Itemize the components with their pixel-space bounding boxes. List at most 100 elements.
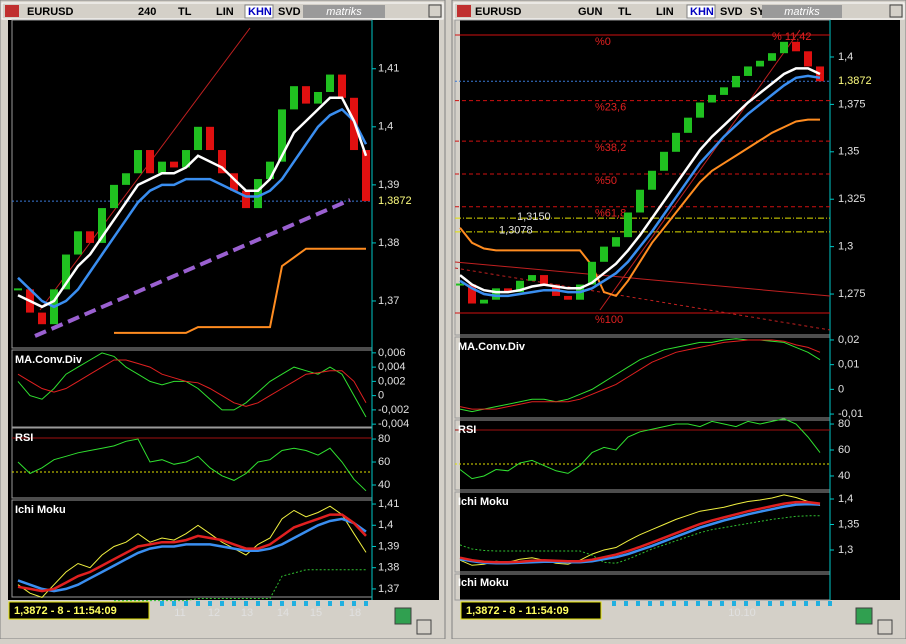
toolbar-button-active[interactable] bbox=[244, 4, 274, 19]
y-tick-label: 0,01 bbox=[838, 359, 859, 371]
candle bbox=[708, 94, 716, 103]
candle bbox=[338, 74, 346, 98]
toolbar-button[interactable]: KHN bbox=[248, 6, 272, 18]
toolbar-button[interactable]: SVD bbox=[278, 6, 301, 18]
y-tick-label: 1,41 bbox=[378, 63, 399, 75]
candle bbox=[110, 184, 118, 209]
panel-label: Ichi Moku bbox=[458, 496, 509, 508]
time-marker bbox=[292, 601, 296, 606]
candle bbox=[612, 237, 620, 247]
time-marker bbox=[804, 601, 808, 606]
chart-area bbox=[460, 20, 900, 600]
bottom-bar bbox=[2, 622, 443, 637]
trend-line-thin bbox=[39, 27, 251, 311]
time-marker bbox=[172, 601, 176, 606]
candle bbox=[314, 91, 322, 104]
close-button[interactable] bbox=[428, 4, 442, 18]
toolbar-button[interactable]: 240 bbox=[138, 6, 156, 18]
ichimoku-blue bbox=[17, 517, 367, 593]
y-tick-label: 1,39 bbox=[378, 179, 399, 191]
time-marker bbox=[328, 601, 332, 606]
toolbar-button[interactable]: GUN bbox=[578, 6, 603, 18]
time-marker bbox=[232, 601, 236, 606]
ichimoku-price bbox=[17, 505, 367, 598]
y-tick-label: 40 bbox=[378, 479, 390, 491]
y-tick-label: 0,004 bbox=[378, 361, 406, 373]
toolbar-button[interactable]: LIN bbox=[216, 6, 234, 18]
candle bbox=[480, 299, 488, 304]
toolbar-button[interactable]: SVD bbox=[720, 6, 743, 18]
y-tick-label: -0,004 bbox=[378, 418, 409, 430]
y-tick-label: 0 bbox=[378, 390, 384, 402]
level-label: 1,3150 bbox=[517, 211, 551, 223]
time-marker bbox=[672, 601, 676, 606]
time-marker bbox=[648, 601, 652, 606]
time-marker bbox=[268, 601, 272, 606]
candle bbox=[38, 312, 46, 325]
time-marker bbox=[720, 601, 724, 606]
candle bbox=[492, 288, 500, 300]
toolbar-button[interactable]: KHN bbox=[690, 6, 714, 18]
y-tick-label: 60 bbox=[838, 444, 850, 456]
rsi-line bbox=[17, 438, 367, 492]
y-tick-label: 1,4 bbox=[838, 51, 853, 63]
bottom-bar bbox=[454, 622, 904, 637]
ma-white bbox=[17, 96, 368, 309]
toolbar-button[interactable]: EURUSD bbox=[475, 6, 522, 18]
rsi-line bbox=[459, 418, 821, 480]
level-label: 1,3078 bbox=[499, 225, 533, 237]
toolbar-button[interactable]: SY bbox=[750, 6, 765, 18]
time-marker bbox=[636, 601, 640, 606]
toolbar-button[interactable]: TL bbox=[618, 6, 632, 18]
time-marker bbox=[304, 601, 308, 606]
y-tick-label: 0,002 bbox=[378, 375, 406, 387]
y-tick-label: 1,37 bbox=[378, 583, 399, 595]
window-icon bbox=[457, 5, 471, 17]
candle bbox=[684, 117, 692, 133]
scroll-button[interactable] bbox=[877, 619, 893, 635]
toolbar-button[interactable]: EURUSD bbox=[27, 6, 74, 18]
time-marker bbox=[196, 601, 200, 606]
date-label: 13 bbox=[241, 607, 253, 619]
time-marker bbox=[828, 601, 832, 606]
logo-box bbox=[762, 5, 842, 18]
close-button[interactable] bbox=[889, 4, 903, 18]
y-tick-label: 1,37 bbox=[378, 295, 399, 307]
y-tick-label: 1,3 bbox=[838, 241, 853, 253]
panel-label: Ichi Moku bbox=[15, 504, 66, 516]
toolbar-button-active[interactable] bbox=[686, 4, 716, 19]
refresh-button[interactable] bbox=[855, 607, 873, 625]
candle bbox=[74, 231, 82, 255]
candle bbox=[732, 75, 740, 88]
time-marker bbox=[220, 601, 224, 606]
ichimoku-red bbox=[459, 500, 821, 564]
time-marker bbox=[364, 601, 368, 606]
candle bbox=[648, 170, 656, 190]
scroll-button[interactable] bbox=[416, 619, 432, 635]
time-marker bbox=[660, 601, 664, 606]
y-tick-label: 1,35 bbox=[838, 146, 859, 158]
fib-label: %0 bbox=[595, 36, 611, 48]
date-label: 10.10 bbox=[728, 607, 756, 619]
toolbar-button[interactable]: TL bbox=[178, 6, 192, 18]
refresh-button[interactable] bbox=[394, 607, 412, 625]
time-marker bbox=[208, 601, 212, 606]
toolbar-button[interactable]: LIN bbox=[656, 6, 674, 18]
time-marker bbox=[352, 601, 356, 606]
time-marker bbox=[684, 601, 688, 606]
y-tick-label: -0,01 bbox=[838, 408, 863, 420]
time-marker bbox=[280, 601, 284, 606]
ma-white bbox=[459, 67, 821, 294]
trend-line-thin bbox=[454, 261, 831, 297]
y-tick-label: 60 bbox=[378, 456, 390, 468]
candle bbox=[326, 74, 334, 92]
fib-label: %23,6 bbox=[595, 102, 626, 114]
candle bbox=[98, 208, 106, 243]
y-tick-label: 1,38 bbox=[378, 562, 399, 574]
panel-label: MA.Conv.Div bbox=[458, 341, 526, 353]
y-tick-label: 1,4 bbox=[378, 121, 393, 133]
candle bbox=[194, 126, 202, 151]
candle bbox=[302, 86, 310, 104]
time-marker bbox=[756, 601, 760, 606]
